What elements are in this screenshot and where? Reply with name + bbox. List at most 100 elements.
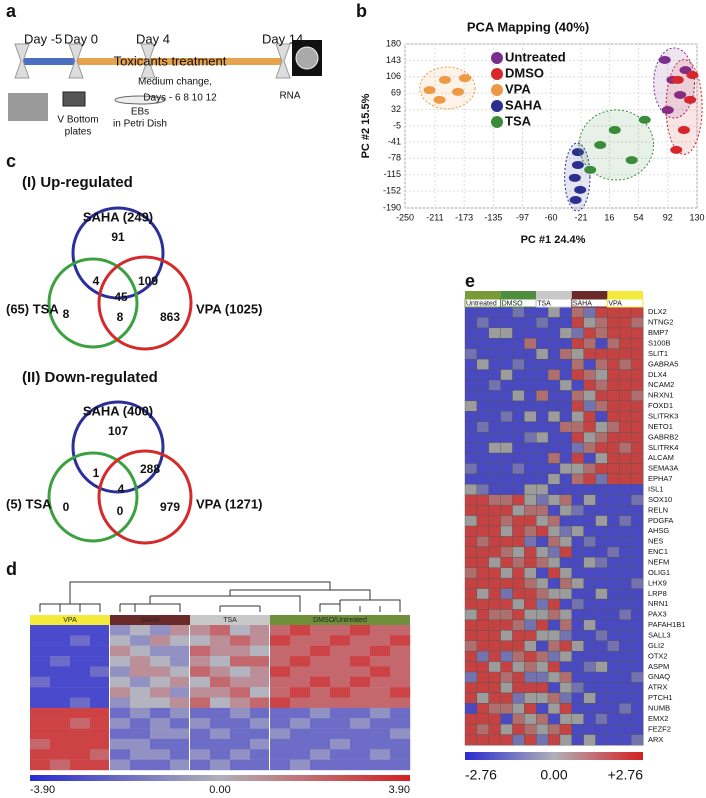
heatmap-cell <box>170 759 191 771</box>
heatmap-cell <box>464 546 478 558</box>
heatmap-cell <box>190 645 211 657</box>
heatmap-cell <box>488 484 502 496</box>
heatmap-cell <box>500 348 513 360</box>
heatmap-cell <box>607 557 620 569</box>
heatmap-cell <box>559 671 573 683</box>
heatmap-cell <box>583 463 596 475</box>
heatmap-cell <box>390 656 411 667</box>
heatmap-cell <box>619 640 632 652</box>
heatmap-cell <box>583 536 596 548</box>
heatmap-cell <box>250 656 271 667</box>
heatmap-cell <box>607 306 620 318</box>
heatmap-cell <box>512 640 525 652</box>
point <box>625 156 638 165</box>
heatmap-cell <box>130 707 151 719</box>
point <box>686 71 699 80</box>
heatmap-cell <box>583 515 596 527</box>
heatmap-cell <box>583 650 596 662</box>
heatmap-cell <box>524 723 537 735</box>
heatmap-cell <box>536 671 549 683</box>
point <box>671 75 684 84</box>
heatmap-cell <box>536 463 549 475</box>
heatmap-cell <box>464 379 478 391</box>
heatmap-cell <box>110 759 131 771</box>
heatmap-cell <box>607 525 620 537</box>
heatmap-cell <box>500 630 513 642</box>
point <box>433 95 446 104</box>
heatmap-cell <box>230 749 251 760</box>
point <box>423 86 436 95</box>
heatmap-cell <box>150 707 171 719</box>
panel-label: d <box>6 559 17 579</box>
heatmap-cell <box>536 411 549 423</box>
heatmap-cell <box>512 317 525 329</box>
heatmap-cell <box>476 431 490 443</box>
heatmap-cell <box>559 557 573 569</box>
heatmap-cell <box>547 317 561 329</box>
heatmap-cell <box>270 697 291 709</box>
heatmap-cell <box>607 390 620 402</box>
venn-title: (I) Up-regulated <box>22 174 133 191</box>
heatmap-cell <box>370 645 391 657</box>
heatmap-cell <box>500 671 513 683</box>
heatmap-cell <box>464 494 478 506</box>
heatmap-cell <box>571 421 585 433</box>
heatmap-cell <box>488 661 502 673</box>
heatmap-cell <box>524 682 537 694</box>
heatmap-cell <box>630 431 644 443</box>
heatmap-cell <box>547 588 561 600</box>
heatmap-cell <box>583 692 596 704</box>
gene-label: ARX <box>648 735 663 744</box>
heatmap-cell <box>464 504 478 516</box>
heatmap-cell <box>512 536 525 548</box>
heatmap-cell <box>500 504 513 516</box>
heatmap-cell <box>547 484 561 496</box>
heatmap-cell <box>130 697 151 709</box>
panel-label: b <box>356 1 367 21</box>
heatmap-cell <box>370 656 391 667</box>
heatmap-cell <box>559 327 573 339</box>
heatmap-cell <box>583 484 596 496</box>
heatmap-cell <box>150 697 171 709</box>
gene-label: NES <box>648 537 663 546</box>
heatmap-cell <box>190 687 211 698</box>
heatmap-cell <box>500 546 513 558</box>
heatmap-cell <box>70 707 91 719</box>
heatmap-cell <box>524 598 537 610</box>
heatmap-cell <box>512 421 525 433</box>
heatmap-cell <box>370 707 391 719</box>
heatmap-cell <box>595 713 608 725</box>
x-tick-label: -250 <box>396 212 414 222</box>
heatmap-cell <box>619 504 632 516</box>
heatmap-cell <box>547 327 561 339</box>
heatmap-cell <box>500 598 513 610</box>
heatmap-cell <box>583 723 596 735</box>
heatmap-cell <box>607 536 620 548</box>
heatmap-cell <box>547 306 561 318</box>
colorbar-label: +2.76 <box>608 767 644 783</box>
timeline <box>8 40 322 121</box>
heatmap-cell <box>476 577 490 589</box>
heatmap-cell <box>536 640 549 652</box>
heatmap-cell <box>583 421 596 433</box>
heatmap-cell <box>464 734 478 746</box>
heatmap-cell <box>630 358 644 370</box>
heatmap-cell <box>464 400 478 412</box>
heatmap-cell <box>476 504 490 516</box>
heatmap-cell <box>488 723 502 735</box>
heatmap-cell <box>488 640 502 652</box>
venn-count: 107 <box>108 424 128 438</box>
heatmap-cell <box>619 421 632 433</box>
venn-count: 863 <box>160 310 180 324</box>
heatmap-cell <box>170 738 191 750</box>
heatmap-cell <box>571 588 585 600</box>
heatmap-cell <box>90 707 111 719</box>
panel-label: c <box>6 151 16 171</box>
colorbar-label: -2.76 <box>465 767 497 783</box>
heatmap-cell <box>70 656 91 667</box>
heatmap-cell <box>536 692 549 704</box>
heatmap-cell <box>210 697 231 709</box>
heatmap-cell <box>488 317 502 329</box>
heatmap-cell <box>170 635 191 646</box>
heatmap-cell <box>390 635 411 646</box>
